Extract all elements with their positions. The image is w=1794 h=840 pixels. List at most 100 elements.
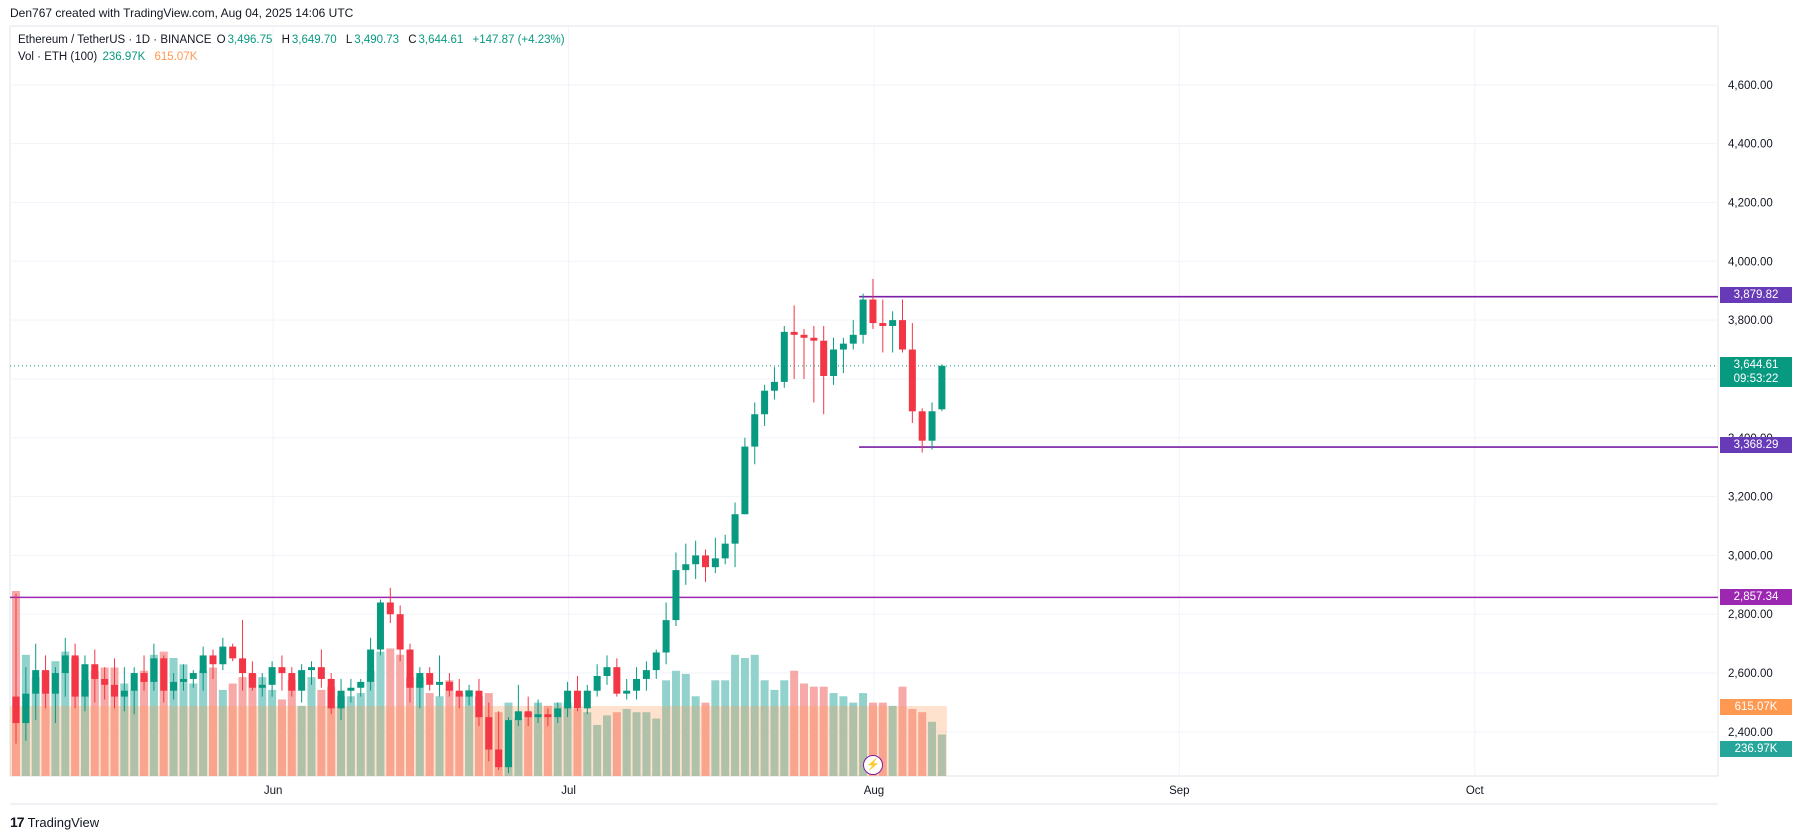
volume-bar [534, 702, 543, 776]
volume-bar [603, 715, 611, 776]
candle-body [672, 570, 680, 621]
legend-open: 3,496.75 [227, 34, 273, 46]
volume-bar [100, 667, 109, 776]
candle-body [12, 696, 20, 724]
candle-body [534, 714, 542, 718]
volume-bar [346, 696, 355, 776]
y-tick-label: 3,200.00 [1728, 492, 1773, 504]
volume-bar [140, 670, 149, 776]
volume-bar [583, 712, 592, 776]
volume-bar [435, 696, 444, 776]
legend-close-label: C [408, 34, 417, 46]
volume-bar [711, 680, 720, 776]
volume-bar [199, 670, 208, 776]
candle-body [790, 331, 798, 335]
candle-body [554, 708, 562, 718]
candle-body [800, 334, 808, 338]
y-tick-label: 2,800.00 [1728, 609, 1773, 621]
candle-body [219, 646, 227, 665]
volume-bar [790, 670, 799, 776]
legend-volume-ma: 615.07K [154, 51, 198, 63]
candle-body [209, 655, 217, 665]
candle-body [682, 564, 690, 571]
volume-bar [110, 667, 119, 776]
volume-bar [120, 683, 129, 776]
volume-bar [721, 680, 730, 776]
candle-body [32, 670, 40, 694]
x-tick-label: Oct [1466, 785, 1485, 797]
volume-bar [130, 689, 139, 776]
candle-body [436, 681, 444, 685]
volume-bar [356, 693, 365, 776]
volume-bar [839, 696, 848, 776]
volume-bar [868, 702, 877, 776]
candle-body [485, 717, 493, 750]
candle-body [623, 690, 631, 694]
volume-bar [149, 654, 158, 776]
volume-bar [671, 670, 680, 776]
countdown-tag: 09:53:22 [1720, 371, 1792, 387]
candle-body [583, 690, 591, 709]
candle-body [859, 299, 867, 335]
candle-body [426, 673, 434, 685]
candle-body [810, 337, 818, 341]
candle-body [849, 334, 857, 344]
candle-body [918, 411, 926, 441]
footer-brand[interactable]: 17 TradingView [10, 814, 99, 830]
level-tag-base: 2,857.34 [1720, 589, 1792, 605]
candle-body [445, 681, 453, 691]
volume-ma-tag: 615.07K [1720, 699, 1792, 715]
volume-bar [612, 712, 621, 776]
candle-body [396, 614, 404, 650]
volume-bar [524, 712, 533, 776]
candle-body [879, 323, 887, 326]
candle-body [889, 320, 897, 326]
volume-bar [90, 670, 99, 776]
legend-change: +147.87 (+4.23%) [472, 34, 565, 46]
candle-body [140, 673, 148, 682]
candle-body [71, 655, 79, 697]
candle-body [248, 673, 256, 688]
volume-bar [642, 712, 651, 776]
y-tick-label: 2,400.00 [1728, 727, 1773, 739]
candle-body [288, 673, 296, 691]
volume-bar [800, 683, 808, 776]
volume-bar [80, 680, 89, 776]
volume-bar [878, 702, 887, 776]
candle-body [455, 690, 463, 697]
candle-body [642, 670, 650, 679]
candle-body [751, 414, 759, 447]
volume-bar [376, 651, 385, 776]
candle-body [239, 658, 247, 674]
volume-bar [425, 693, 434, 776]
candle-body [731, 514, 739, 544]
volume-bar [189, 683, 198, 776]
volume-bar [760, 680, 769, 776]
legend-open-label: O [216, 34, 226, 46]
legend-volume-label[interactable]: Vol · ETH (100) [18, 51, 98, 63]
candle-body [386, 602, 394, 615]
volume-bar [632, 712, 641, 776]
volume-bar [573, 709, 582, 776]
volume-bar [681, 673, 690, 776]
candle-body [298, 670, 306, 691]
candle-body [633, 678, 641, 691]
volume-bar [366, 670, 375, 776]
legend-symbol[interactable]: Ethereum / TetherUS · 1D · BINANCE [18, 34, 212, 46]
candle-body [406, 649, 414, 688]
volume-bar [543, 705, 552, 776]
tradingview-logo-icon: 17 [10, 814, 25, 830]
legend-volume: Vol · ETH (100) 236.97K 615.07K [18, 51, 199, 63]
candle-body [51, 673, 59, 694]
candle-body [573, 690, 581, 709]
lightning-icon[interactable]: ⚡ [863, 755, 883, 775]
candle-body [741, 446, 749, 515]
volume-bar [455, 693, 464, 776]
candle-body [839, 343, 847, 350]
volume-bar [169, 657, 178, 776]
volume-bar [297, 705, 306, 776]
volume-bar [928, 721, 937, 776]
volume-bar [563, 702, 572, 776]
legend-volume-value: 236.97K [102, 51, 146, 63]
